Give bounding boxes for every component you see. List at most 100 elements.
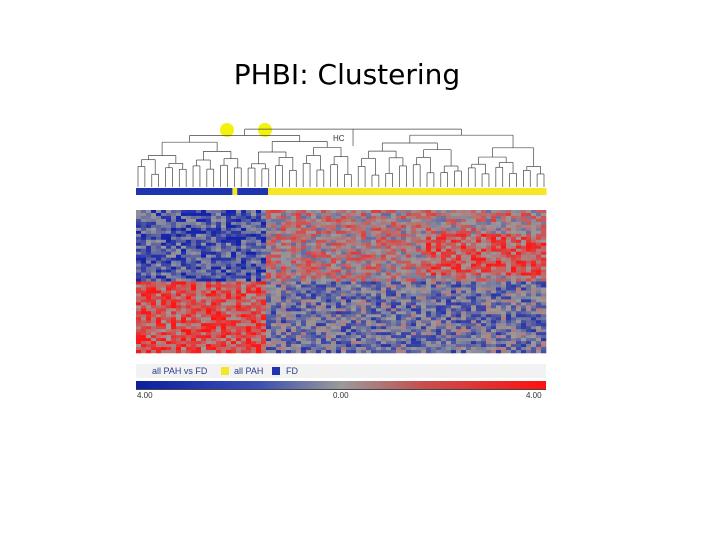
heatmap-cell <box>171 287 177 291</box>
heatmap-cell <box>226 263 232 267</box>
heatmap-cell <box>191 227 197 232</box>
heatmap-cell <box>361 341 367 345</box>
heatmap-cell <box>481 296 487 300</box>
heatmap-cell <box>336 236 342 241</box>
heatmap-cell <box>366 224 372 229</box>
heatmap-cell <box>276 299 282 303</box>
heatmap-cell <box>416 224 422 229</box>
heatmap-cell <box>326 326 332 330</box>
heatmap-cell <box>426 326 432 330</box>
heatmap-cell <box>331 278 337 282</box>
heatmap-cell <box>316 347 322 351</box>
heatmap-cell <box>181 329 187 333</box>
heatmap-cell <box>146 210 152 214</box>
heatmap-cell <box>401 236 407 241</box>
heatmap-cell <box>451 266 457 270</box>
heatmap-cell <box>461 302 467 306</box>
heatmap-cell <box>301 344 307 348</box>
heatmap-cell <box>306 281 312 285</box>
heatmap-cell <box>181 215 187 220</box>
heatmap-cell <box>341 210 347 214</box>
heatmap-cell <box>256 272 262 276</box>
heatmap-cell <box>211 230 217 235</box>
heatmap-cell <box>331 218 337 223</box>
heatmap-cell <box>261 269 267 273</box>
heatmap-cell <box>311 305 317 309</box>
heatmap-cell <box>196 338 202 342</box>
heatmap-cell <box>466 350 472 354</box>
heatmap-cell <box>161 212 167 217</box>
heatmap-cell <box>166 242 172 247</box>
heatmap-cell <box>166 308 172 312</box>
heatmap-cell <box>291 260 297 264</box>
heatmap-cell <box>446 344 452 348</box>
heatmap-cell <box>356 224 362 229</box>
heatmap-cell <box>161 314 167 318</box>
heatmap-cell <box>161 302 167 306</box>
heatmap-cell <box>156 305 162 309</box>
heatmap-cell <box>311 257 317 261</box>
heatmap-cell <box>326 236 332 241</box>
heatmap-cell <box>516 251 522 255</box>
heatmap-cell <box>366 341 372 345</box>
heatmap-cell <box>446 308 452 312</box>
heatmap-cell <box>481 215 487 220</box>
heatmap-cell <box>371 239 377 244</box>
heatmap-cell <box>536 215 542 220</box>
heatmap-cell <box>496 323 502 327</box>
heatmap-cell <box>456 308 462 312</box>
heatmap-cell <box>311 308 317 312</box>
heatmap-cell <box>421 302 427 306</box>
heatmap-cell <box>376 278 382 282</box>
heatmap-cell <box>276 210 282 214</box>
heatmap-cell <box>241 335 247 339</box>
heatmap-cell <box>421 257 427 261</box>
heatmap-cell <box>261 317 267 321</box>
heatmap-cell <box>231 320 237 324</box>
heatmap-cell <box>266 335 272 339</box>
heatmap-cell <box>241 275 247 279</box>
heatmap-cell <box>176 317 182 321</box>
heatmap-cell <box>186 281 192 285</box>
heatmap-cell <box>211 284 217 288</box>
heatmap-cell <box>206 227 212 232</box>
heatmap-cell <box>296 242 302 247</box>
heatmap-cell <box>171 254 177 258</box>
heatmap-cell <box>156 281 162 285</box>
heatmap-cell <box>151 296 157 300</box>
heatmap-cell <box>211 236 217 241</box>
heatmap-cell <box>266 317 272 321</box>
heatmap-cell <box>471 287 477 291</box>
heatmap-cell <box>541 302 547 306</box>
heatmap-cell <box>201 210 207 214</box>
heatmap-cell <box>376 281 382 285</box>
heatmap-cell <box>421 263 427 267</box>
heatmap-cell <box>341 281 347 285</box>
heatmap-cell <box>151 302 157 306</box>
heatmap-cell <box>441 263 447 267</box>
heatmap-cell <box>141 275 147 279</box>
heatmap-cell <box>476 350 482 354</box>
heatmap-cell <box>416 227 422 232</box>
heatmap-cell <box>336 221 342 226</box>
heatmap-cell <box>316 224 322 229</box>
heatmap-cell <box>206 299 212 303</box>
heatmap-cell <box>491 221 497 226</box>
heatmap-cell <box>181 263 187 267</box>
heatmap-cell <box>411 251 417 255</box>
heatmap-cell <box>291 293 297 297</box>
heatmap-cell <box>511 224 517 229</box>
heatmap-cell <box>366 326 372 330</box>
heatmap-cell <box>526 344 532 348</box>
heatmap-cell <box>281 212 287 217</box>
heatmap-cell <box>281 311 287 315</box>
heatmap-cell <box>361 230 367 235</box>
heatmap-cell <box>536 233 542 238</box>
heatmap-cell <box>371 338 377 342</box>
heatmap-cell <box>151 230 157 235</box>
heatmap-cell <box>146 287 152 291</box>
heatmap-cell <box>386 254 392 258</box>
heatmap-cell <box>271 341 277 345</box>
heatmap-cell <box>511 248 517 253</box>
heatmap-cell <box>376 290 382 294</box>
